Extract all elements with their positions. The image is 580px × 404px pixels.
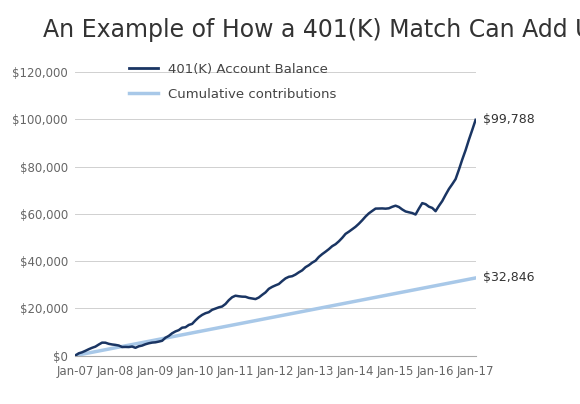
Text: $32,846: $32,846 — [483, 271, 534, 284]
Text: An Example of How a 401(K) Match Can Add Up: An Example of How a 401(K) Match Can Add… — [44, 18, 580, 42]
Text: $99,788: $99,788 — [483, 114, 534, 126]
Legend: 401(K) Account Balance, Cumulative contributions: 401(K) Account Balance, Cumulative contr… — [124, 58, 342, 106]
